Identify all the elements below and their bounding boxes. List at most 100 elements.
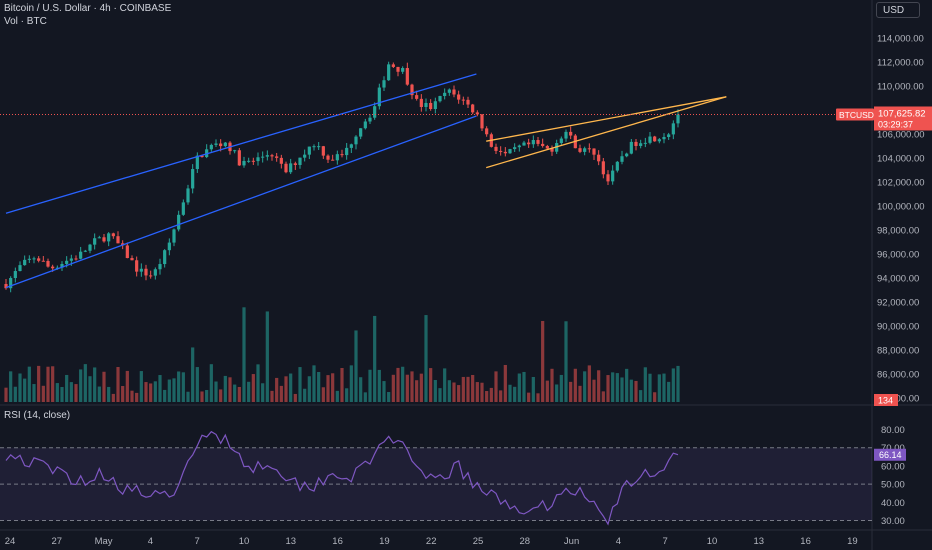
candle-body — [643, 142, 647, 144]
price-tick-label: 114,000.00 — [877, 34, 924, 45]
volume-bar — [32, 384, 36, 402]
volume-bar — [639, 390, 643, 402]
rsi-tick-label: 30.00 — [881, 516, 905, 527]
candle-body — [186, 188, 190, 203]
volume-bar — [209, 364, 213, 402]
candle-body — [634, 141, 638, 146]
candle-body — [65, 260, 69, 264]
volume-bar — [18, 373, 22, 402]
volume-bar — [415, 380, 419, 402]
volume-bar — [513, 386, 517, 402]
candle-body — [485, 128, 489, 135]
candle-body — [55, 267, 59, 269]
volume-bar — [261, 383, 265, 402]
candle-body — [349, 144, 353, 148]
candle-body — [74, 258, 78, 260]
volume-bar — [583, 371, 587, 402]
volume-bar — [223, 375, 227, 402]
candle-body — [438, 96, 442, 102]
volume-bar — [251, 374, 255, 402]
candle-body — [452, 89, 456, 95]
volume-bar — [289, 373, 293, 402]
volume-bar — [569, 381, 573, 402]
candle-body — [541, 143, 545, 146]
volume-legend[interactable]: Vol · BTC — [4, 16, 47, 27]
candle-body — [517, 145, 521, 148]
time-tick-label: 19 — [847, 536, 858, 547]
volume-bar — [237, 386, 241, 402]
volume-bar — [55, 383, 59, 402]
candle-body — [37, 258, 41, 261]
rsi-tick-label: 70.00 — [881, 443, 905, 454]
volume-bar — [373, 315, 377, 402]
candle-body — [13, 271, 17, 279]
candle-body — [648, 136, 652, 143]
currency-button[interactable]: USD — [876, 2, 920, 18]
price-tick-label: 88,000.00 — [877, 346, 919, 357]
symbol-legend[interactable]: Bitcoin / U.S. Dollar · 4h · COINBASE — [4, 3, 172, 14]
time-tick-label: 25 — [473, 536, 484, 547]
volume-bar — [648, 373, 652, 402]
volume-bar — [349, 365, 353, 402]
volume-bar — [74, 384, 78, 402]
volume-badge — [874, 394, 898, 406]
volume-bar — [340, 368, 344, 402]
candle-body — [606, 174, 610, 182]
rsi-tick-label: 80.00 — [881, 425, 905, 436]
volume-bar — [573, 368, 577, 402]
volume-bar — [107, 386, 111, 402]
candle-body — [419, 98, 423, 107]
candle-body — [424, 102, 428, 107]
candle-body — [592, 148, 596, 155]
price-tick-label: 84,000.00 — [877, 394, 919, 405]
volume-bar — [620, 377, 624, 402]
volume-bar — [601, 391, 605, 402]
wedge-upper-line — [486, 96, 727, 142]
candle-body — [391, 64, 395, 67]
volume-bar — [447, 380, 451, 402]
candle-body — [163, 250, 167, 265]
rsi-tick-label: 50.00 — [881, 480, 905, 491]
price-tick-label: 106,000.00 — [877, 130, 925, 141]
volume-bar — [312, 365, 316, 402]
candle-body — [200, 155, 204, 158]
volume-bar — [564, 321, 568, 402]
rsi-tick-label: 60.00 — [881, 461, 905, 472]
candle-body — [461, 99, 465, 101]
volume-bar — [438, 388, 442, 402]
volume-bar — [541, 320, 545, 402]
candle-body — [223, 142, 227, 147]
volume-bar — [116, 366, 120, 402]
channel-upper-line — [5, 73, 477, 214]
candle-body — [153, 269, 157, 276]
volume-bar — [200, 391, 204, 402]
volume-bar — [191, 347, 195, 402]
candle-body — [214, 143, 218, 145]
candle-body — [620, 156, 624, 162]
candle-body — [9, 278, 13, 289]
candle-body — [256, 157, 260, 162]
candle-body — [601, 161, 605, 175]
candle-body — [335, 154, 339, 161]
candle-body — [293, 163, 297, 165]
volume-bar — [410, 371, 414, 402]
candle-body — [139, 268, 143, 272]
time-tick-label: 4 — [148, 536, 153, 547]
volume-bar — [139, 371, 143, 402]
candle-body — [321, 146, 325, 156]
rsi-legend[interactable]: RSI (14, close) — [4, 410, 71, 421]
price-tick-label: 86,000.00 — [877, 370, 919, 381]
candle-body — [676, 114, 680, 124]
candle-body — [564, 131, 568, 139]
volume-bar — [93, 367, 97, 402]
candle-body — [550, 148, 554, 152]
candle-body — [237, 150, 241, 166]
price-badge — [874, 106, 932, 131]
time-tick-label: 27 — [52, 536, 63, 547]
candle-body — [471, 104, 475, 113]
volume-bar — [466, 376, 470, 402]
volume-bars — [4, 307, 680, 402]
candle-body — [303, 154, 307, 158]
